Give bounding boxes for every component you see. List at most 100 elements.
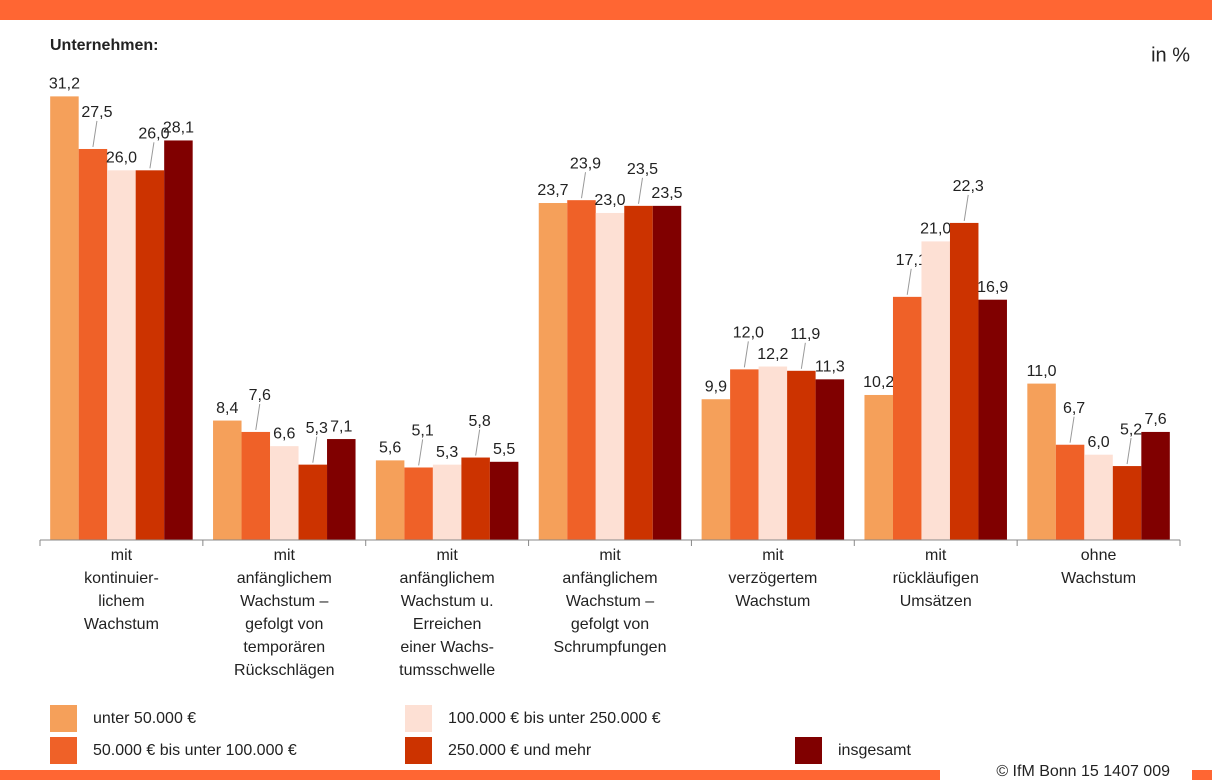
- value-label: 5,2: [1120, 421, 1142, 438]
- bar: [538, 203, 568, 540]
- x-tick-label: Wachstum: [84, 616, 159, 633]
- value-label: 16,9: [977, 279, 1008, 296]
- x-tick-label: ohne: [1081, 547, 1117, 564]
- leader-line: [963, 194, 969, 221]
- x-tick-label: rückläufigen: [893, 570, 979, 587]
- bar: [1112, 466, 1142, 540]
- value-label: 9,9: [705, 378, 727, 395]
- value-label: 5,3: [436, 444, 458, 461]
- value-label: 5,3: [306, 420, 328, 437]
- x-tick-label: verzögertem: [728, 570, 817, 587]
- bar: [432, 464, 462, 540]
- value-label: 12,0: [733, 325, 764, 342]
- bar: [404, 467, 433, 540]
- x-tick-label: mit: [925, 547, 947, 564]
- legend-label: 250.000 € und mehr: [448, 742, 592, 759]
- leader-line: [92, 120, 98, 148]
- legend-swatch: [50, 737, 77, 764]
- value-label: 11,0: [1027, 363, 1057, 380]
- x-tick-label: anfänglichem: [562, 570, 657, 587]
- value-label: 21,0: [920, 221, 951, 238]
- value-label: 6,7: [1063, 400, 1085, 417]
- x-tick-label: Wachstum: [735, 593, 810, 610]
- bar: [864, 394, 893, 540]
- x-tick-label: Umsätzen: [900, 593, 972, 610]
- bar: [270, 446, 299, 540]
- value-label: 23,5: [651, 185, 682, 202]
- bar: [978, 299, 1007, 540]
- bar: [107, 170, 136, 540]
- leader-line: [475, 429, 481, 456]
- legend-label: unter 50.000 €: [93, 710, 196, 727]
- legend-swatch: [405, 737, 432, 764]
- bar: [298, 464, 328, 540]
- value-label: 28,1: [163, 120, 194, 137]
- value-label: 6,6: [273, 425, 295, 442]
- legend-swatch: [795, 737, 822, 764]
- bar: [213, 420, 242, 540]
- value-label: 5,5: [493, 441, 515, 458]
- bar: [1141, 431, 1170, 540]
- bar: [624, 205, 653, 540]
- value-label: 26,0: [138, 126, 169, 143]
- value-label: 23,7: [537, 182, 568, 199]
- x-tick-label: Wachstum –: [240, 593, 328, 610]
- unit-label: in %: [1151, 44, 1190, 66]
- x-tick-label: Erreichen: [413, 616, 481, 633]
- leader-line: [255, 403, 261, 431]
- x-tick-label: mit: [599, 547, 621, 564]
- bar: [730, 369, 759, 540]
- bar: [921, 241, 950, 540]
- value-label: 27,5: [81, 104, 112, 121]
- bar: [164, 140, 193, 540]
- leader-line: [1126, 437, 1132, 465]
- bar: [375, 460, 405, 540]
- x-tick-label: mit: [436, 547, 458, 564]
- bottom-square: [1192, 770, 1212, 780]
- bar: [892, 296, 922, 540]
- x-tick-label: Wachstum: [1061, 570, 1136, 587]
- value-label: 8,4: [216, 400, 238, 417]
- x-tick-label: anfänglichem: [400, 570, 495, 587]
- bar: [135, 170, 165, 540]
- bar: [50, 96, 79, 540]
- leader-line: [638, 177, 643, 204]
- value-label: 7,1: [330, 418, 352, 435]
- leader-line: [743, 341, 749, 368]
- legend-swatch: [405, 705, 432, 732]
- x-tick-label: gefolgt von: [571, 616, 649, 633]
- x-tick-label: gefolgt von: [245, 616, 323, 633]
- bar: [595, 212, 625, 540]
- value-label: 7,6: [1144, 411, 1166, 428]
- x-tick-label: mit: [274, 547, 296, 564]
- legend-label: 100.000 € bis unter 250.000 €: [448, 710, 661, 727]
- bar: [241, 431, 271, 540]
- value-label: 5,8: [469, 413, 491, 430]
- bar: [327, 439, 356, 540]
- x-tick-label: Wachstum –: [566, 593, 654, 610]
- leader-line: [149, 142, 155, 169]
- value-label: 5,6: [379, 440, 401, 457]
- bar: [949, 222, 979, 540]
- legend-swatch: [50, 705, 77, 732]
- x-tick-label: mit: [111, 547, 133, 564]
- value-label: 26,0: [106, 150, 137, 167]
- subtitle: Unternehmen:: [50, 37, 158, 54]
- legend-label: 50.000 € bis unter 100.000 €: [93, 742, 297, 759]
- value-label: 23,9: [570, 155, 601, 172]
- bar: [758, 366, 788, 540]
- value-label: 23,0: [594, 192, 625, 209]
- value-label: 23,5: [627, 161, 658, 178]
- bar: [815, 379, 845, 540]
- x-tick-label: lichem: [98, 593, 144, 610]
- bar: [1055, 444, 1085, 540]
- leader-line: [312, 436, 318, 463]
- value-label: 31,2: [49, 76, 80, 93]
- bar: [701, 399, 731, 540]
- leader-line: [800, 342, 806, 369]
- bar: [489, 461, 519, 540]
- x-tick-label: einer Wachs-: [400, 639, 494, 656]
- bar: [1027, 383, 1056, 540]
- bottom-band: [0, 770, 940, 780]
